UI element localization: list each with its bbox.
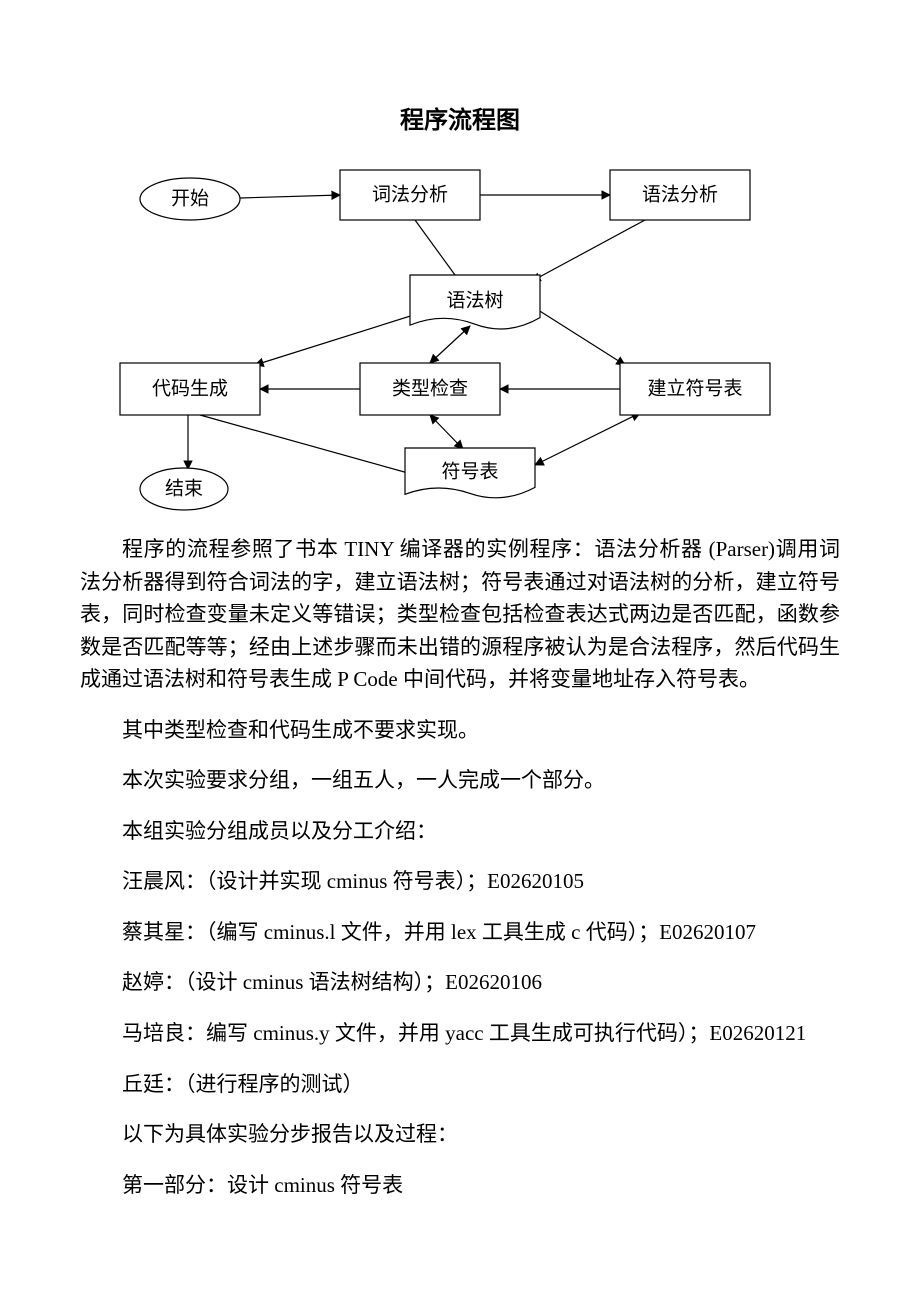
paragraph-group: 本次实验要求分组，一组五人，一人完成一个部分。 [80, 764, 840, 797]
svg-text:建立符号表: 建立符号表 [647, 378, 742, 400]
paragraph-member-5: 丘廷：（进行程序的测试） [80, 1068, 840, 1101]
paragraph-part1: 第一部分：设计 cminus 符号表 [80, 1169, 840, 1202]
flowchart-diagram: 开始 词法分析 语法分析语法树代码生成 类型检查 建立符号表符号表结束 [80, 153, 840, 513]
svg-text:代码生成: 代码生成 [152, 378, 228, 400]
paragraph-note: 其中类型检查和代码生成不要求实现。 [80, 714, 840, 747]
paragraph-members-intro: 本组实验分组成员以及分工介绍： [80, 815, 840, 848]
paragraph-member-1: 汪晨风：（设计并实现 cminus 符号表）；E02620105 [80, 865, 840, 898]
paragraph-member-3: 赵婷：（设计 cminus 语法树结构）；E02620106 [80, 966, 840, 999]
paragraph-member-4: 马培良：编写 cminus.y 文件，并用 yacc 工具生成可执行代码）；E0… [80, 1017, 840, 1050]
svg-text:开始: 开始 [171, 188, 209, 210]
svg-text:类型检查: 类型检查 [392, 378, 468, 400]
paragraph-member-2: 蔡其星：（编写 cminus.l 文件，并用 lex 工具生成 c 代码）；E0… [80, 916, 840, 949]
page: 程序流程图 开始 词法分析 语法分析语法树代码生成 类型检查 建立符号表符号表结束 程序… [0, 100, 920, 1201]
paragraph-intro: 程序的流程参照了书本 TINY 编译器的实例程序：语法分析器 (Parser)调… [80, 533, 840, 696]
svg-text:符号表: 符号表 [441, 461, 498, 483]
svg-text:结束: 结束 [165, 478, 203, 500]
page-title: 程序流程图 [0, 100, 920, 135]
svg-text:词法分析: 词法分析 [372, 184, 448, 206]
paragraph-steps-intro: 以下为具体实验分步报告以及过程： [80, 1118, 840, 1151]
svg-text:语法树: 语法树 [446, 290, 503, 312]
flowchart-svg: 开始 词法分析 语法分析语法树代码生成 类型检查 建立符号表符号表结束 [80, 153, 840, 513]
svg-text:语法分析: 语法分析 [642, 184, 718, 206]
